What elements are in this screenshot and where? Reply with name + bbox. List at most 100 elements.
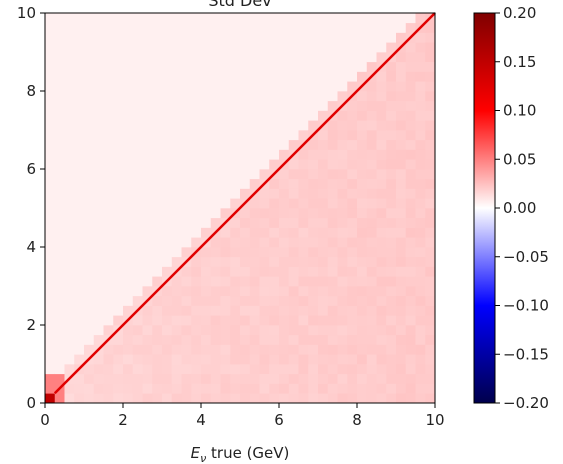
heatmap-cell <box>84 383 95 394</box>
heatmap-cell <box>405 188 416 199</box>
heatmap-cell <box>132 334 143 345</box>
heatmap-cell <box>132 13 143 24</box>
heatmap-cell <box>337 237 348 248</box>
heatmap-cell <box>249 383 260 394</box>
heatmap-cell <box>132 237 143 248</box>
heatmap-cell <box>142 130 153 141</box>
heatmap-cell <box>288 100 299 111</box>
heatmap-cell <box>152 169 163 180</box>
heatmap-cell <box>123 276 134 287</box>
heatmap-cell <box>376 130 387 141</box>
heatmap-cell <box>259 13 270 24</box>
heatmap-cell <box>93 227 104 238</box>
heatmap-cell <box>201 52 212 63</box>
heatmap-cell <box>357 52 368 63</box>
heatmap-cell <box>396 149 407 160</box>
heatmap-cell <box>298 81 309 92</box>
heatmap-cell <box>386 266 397 277</box>
heatmap-cell <box>425 393 436 404</box>
heatmap-cell <box>210 237 221 248</box>
heatmap-cell <box>337 247 348 258</box>
heatmap-cell <box>327 100 338 111</box>
heatmap-cell <box>327 247 338 258</box>
colorbar-tick-label: 0.15 <box>503 53 536 71</box>
heatmap-cell <box>84 91 95 102</box>
heatmap-cell <box>318 71 329 82</box>
heatmap-cell <box>308 354 319 365</box>
heatmap-cell <box>376 344 387 355</box>
heatmap-cell <box>249 100 260 111</box>
heatmap-cell <box>64 208 75 219</box>
heatmap-cell <box>142 373 153 384</box>
heatmap-cell <box>308 266 319 277</box>
heatmap-cell <box>386 325 397 336</box>
heatmap-cell <box>191 383 202 394</box>
heatmap-cell <box>240 130 251 141</box>
heatmap-cell <box>64 286 75 297</box>
heatmap-cell <box>347 276 358 287</box>
heatmap-cell <box>210 373 221 384</box>
heatmap-cell <box>191 149 202 160</box>
heatmap-cell <box>103 13 114 24</box>
heatmap-cell <box>298 325 309 336</box>
heatmap-cell <box>347 42 358 53</box>
heatmap-cell <box>220 110 231 121</box>
heatmap-cell <box>93 364 104 375</box>
heatmap-cell <box>191 354 202 365</box>
heatmap-cell <box>171 22 182 33</box>
heatmap-cell <box>396 110 407 121</box>
heatmap-cell <box>240 178 251 189</box>
heatmap-cell <box>220 120 231 131</box>
heatmap-cell <box>162 315 173 326</box>
heatmap-cell <box>132 383 143 394</box>
heatmap-cell <box>181 276 192 287</box>
heatmap-cell <box>45 276 56 287</box>
heatmap-cell <box>162 159 173 170</box>
heatmap-cell <box>298 100 309 111</box>
heatmap-cell <box>318 100 329 111</box>
heatmap-cell <box>396 91 407 102</box>
heatmap-cell <box>162 383 173 394</box>
heatmap-cell <box>357 13 368 24</box>
heatmap-cell <box>396 159 407 170</box>
heatmap-cell <box>279 91 290 102</box>
heatmap-cell <box>396 373 407 384</box>
heatmap-cell <box>171 159 182 170</box>
heatmap-cell <box>288 364 299 375</box>
heatmap-cell <box>142 256 153 267</box>
heatmap-cell <box>269 364 280 375</box>
heatmap-cell <box>279 325 290 336</box>
heatmap-cell <box>210 247 221 258</box>
heatmap-cell <box>162 13 173 24</box>
heatmap-cell <box>347 344 358 355</box>
heatmap-cell <box>84 208 95 219</box>
heatmap-cell <box>74 286 85 297</box>
heatmap-cell <box>308 208 319 219</box>
heatmap-cell <box>298 13 309 24</box>
heatmap-cell <box>64 52 75 63</box>
heatmap-cell <box>405 178 416 189</box>
heatmap-cell <box>54 52 65 63</box>
heatmap-cell <box>64 247 75 258</box>
heatmap-cell <box>405 91 416 102</box>
heatmap-cell <box>64 81 75 92</box>
heatmap-cell <box>366 91 377 102</box>
heatmap-cell <box>113 52 124 63</box>
heatmap-cell <box>425 178 436 189</box>
heatmap-cell <box>347 130 358 141</box>
heatmap-cell <box>142 188 153 199</box>
heatmap-cell <box>327 169 338 180</box>
heatmap-cell <box>181 110 192 121</box>
heatmap-cell <box>191 52 202 63</box>
heatmap-cell <box>415 188 426 199</box>
heatmap-cell <box>171 295 182 306</box>
heatmap-cell <box>376 354 387 365</box>
heatmap-cell <box>249 42 260 53</box>
heatmap-cell <box>103 22 114 33</box>
heatmap-cell <box>103 237 114 248</box>
heatmap-cell <box>191 364 202 375</box>
heatmap-cell <box>45 61 56 72</box>
heatmap-cell <box>123 344 134 355</box>
heatmap-cell <box>132 227 143 238</box>
heatmap-cell <box>45 315 56 326</box>
